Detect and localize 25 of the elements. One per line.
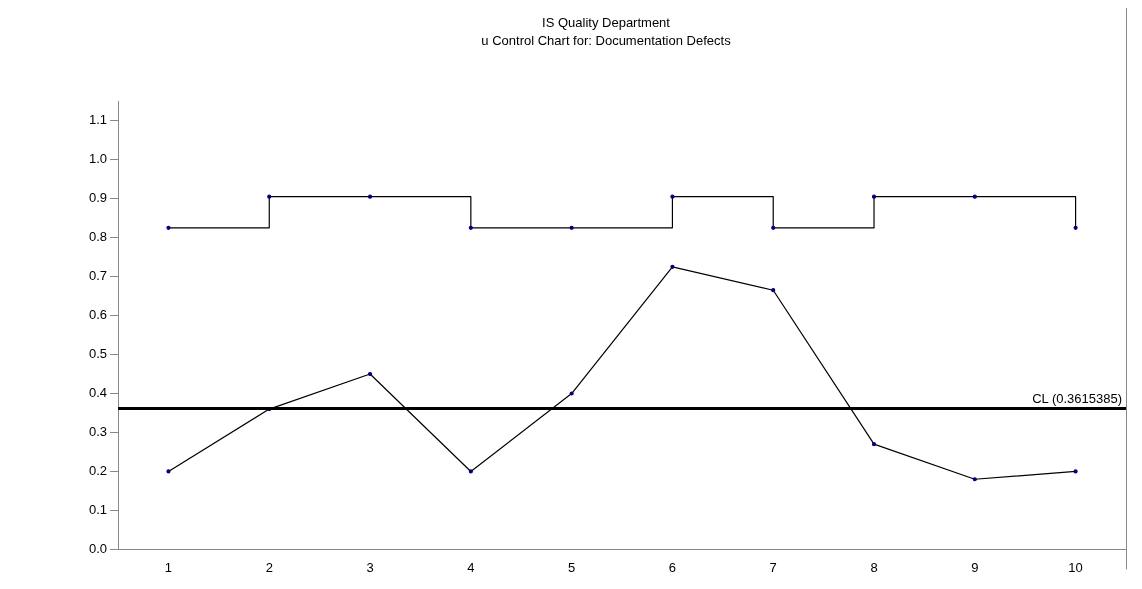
- y-tick-label: 0.8: [88, 229, 108, 245]
- chart-title: IS Quality Department: [542, 15, 671, 31]
- x-tick-label: 6: [668, 559, 677, 575]
- x-tick-label: 5: [568, 559, 576, 575]
- y-tick-label: 0.0: [88, 540, 108, 556]
- y-tick-label: 0.1: [88, 502, 108, 517]
- y-tick-label: 0.3: [88, 424, 108, 440]
- x-tick-label: 8: [870, 559, 878, 575]
- ref-line-label: CL (0.3615385): [1032, 390, 1122, 406]
- x-tick-label: 10: [1068, 559, 1083, 575]
- y-tick-label: 1.1: [88, 112, 108, 128]
- y-tick-label: 0.7: [88, 268, 108, 284]
- y-tick-label: 0.6: [88, 307, 108, 323]
- y-tick-label: 0.4: [88, 385, 108, 401]
- y-tick-label: 0.9: [88, 190, 108, 206]
- y-tick-label: 0.5: [88, 346, 108, 362]
- chart-subtitle: u Control Chart for: Documentation Defects: [481, 32, 732, 48]
- x-tick-label: 1: [164, 559, 173, 575]
- x-tick-label: 7: [769, 559, 777, 575]
- x-tick-label: 9: [971, 559, 979, 575]
- y-tick-label: 1.0: [88, 151, 108, 167]
- y-tick-label: 0.2: [88, 463, 108, 479]
- x-tick-label: 2: [265, 559, 273, 575]
- x-tick-label: 3: [366, 559, 374, 575]
- x-tick-label: 4: [467, 559, 475, 575]
